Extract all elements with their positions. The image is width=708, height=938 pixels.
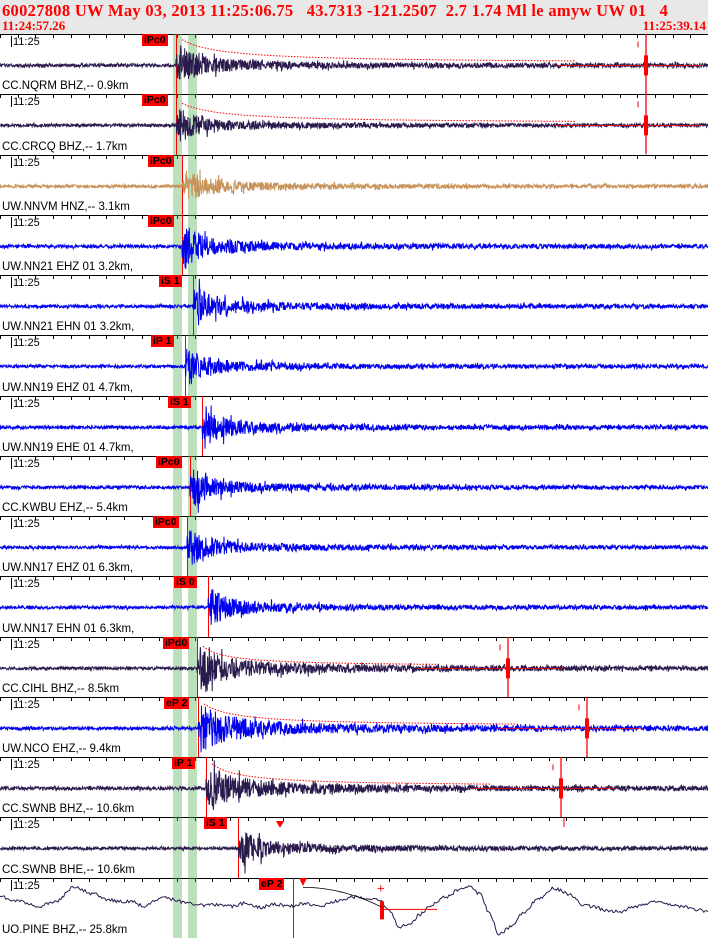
svg-text:+: + (377, 880, 385, 895)
